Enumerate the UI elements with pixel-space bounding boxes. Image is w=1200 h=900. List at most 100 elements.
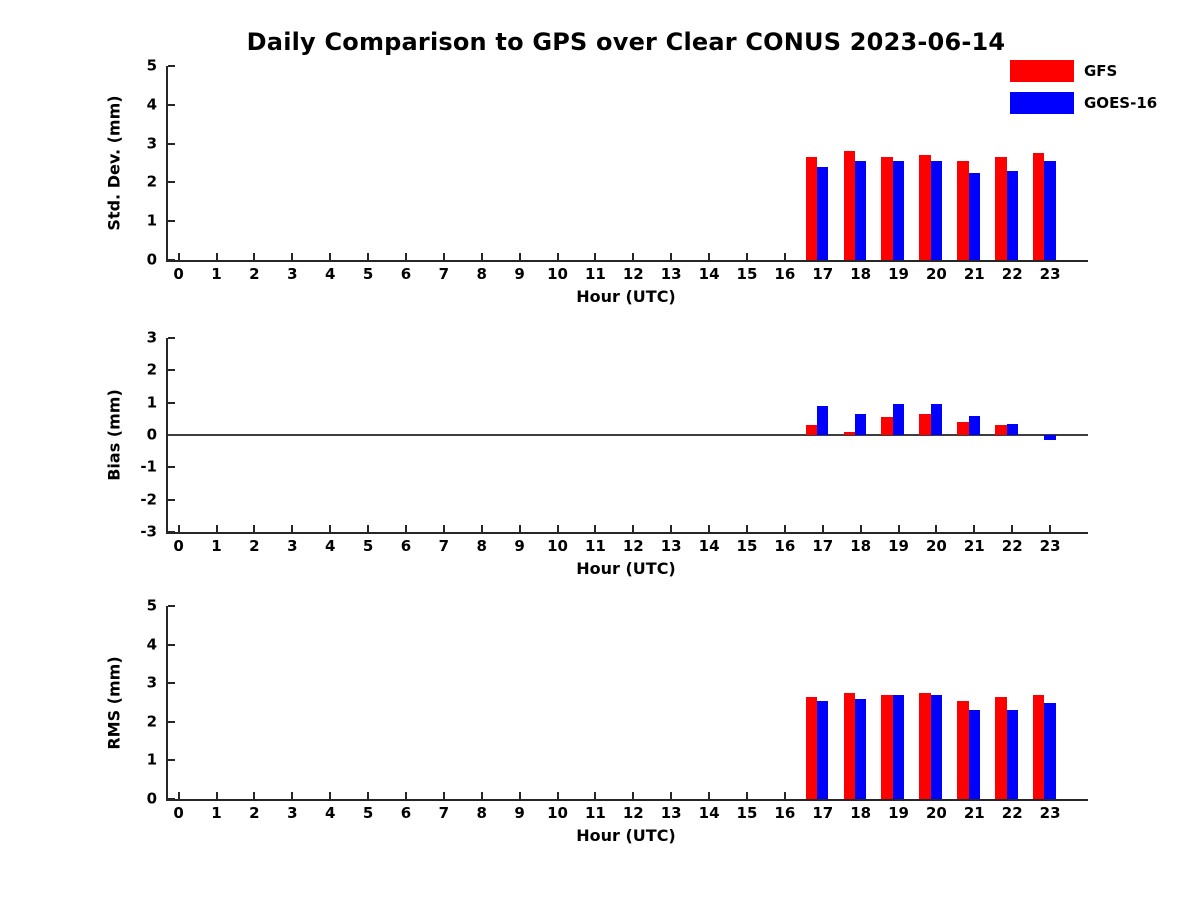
bar-goes-16-hour-23	[1044, 702, 1056, 799]
x-tick-mark	[177, 525, 180, 532]
x-tick-mark	[329, 253, 332, 260]
x-tick-mark	[594, 525, 597, 532]
x-tick-mark	[177, 792, 180, 799]
x-tick-mark	[329, 792, 332, 799]
bar-gfs-hour-22	[995, 157, 1007, 260]
x-tick-mark	[480, 525, 483, 532]
x-tick-label: 11	[584, 265, 606, 283]
x-tick-label: 12	[622, 265, 644, 283]
y-tick-label: 2	[146, 172, 157, 191]
x-tick-label: 5	[362, 537, 374, 555]
subplot-bias: Bias (mm) 0 1 2 3 4 5 6 7 8 9 10 11 12 13 14 15 16 17 18 19…	[105, 330, 1088, 578]
x-tick-mark	[404, 525, 407, 532]
x-axis-label: Hour (UTC)	[576, 826, 676, 845]
y-tick-label: 3	[146, 673, 157, 692]
x-tick-mark	[442, 253, 445, 260]
x-tick-label: 12	[622, 804, 644, 822]
bar-goes-16-hour-23	[1044, 435, 1056, 440]
x-tick-label: 15	[736, 537, 758, 555]
x-tick-mark	[215, 792, 218, 799]
x-tick-label: 1	[211, 804, 222, 822]
x-tick-label: 17	[812, 265, 834, 283]
bar-gfs-hour-18	[843, 151, 855, 260]
x-tick-mark	[253, 253, 256, 260]
y-tick-label: 1	[146, 393, 157, 412]
x-tick-mark	[480, 792, 483, 799]
x-tick-mark	[897, 525, 900, 532]
subplot-std-dev: Std. Dev. (mm) 0 1 2 3 4 5 6 7 8 9 10 11 12 13 14 15 16 1…	[105, 58, 1088, 306]
x-tick-mark	[745, 525, 748, 532]
x-tick-mark	[442, 525, 445, 532]
y-tick-mark	[168, 65, 175, 67]
x-tick-label: 1	[211, 265, 222, 283]
x-tick-mark	[518, 792, 521, 799]
legend-swatch-gfs	[1010, 60, 1074, 82]
x-tick-label: 5	[362, 265, 374, 283]
plot-area: 0 1 2 3 4 5 6 7 8 9 10 11 12 13 14 15 16 17 18 19 20 21 22 23 -3…	[140, 330, 1088, 554]
bar-goes-16-hour-19	[892, 404, 905, 435]
y-tick-mark	[168, 401, 175, 404]
x-tick-mark	[670, 525, 673, 532]
x-tick-label: 0	[173, 537, 184, 555]
x-tick-mark	[935, 525, 938, 532]
y-tick-label: -1	[140, 457, 157, 476]
x-tick-label: 3	[287, 265, 298, 283]
x-tick-mark	[632, 792, 635, 799]
x-tick-mark	[594, 253, 597, 260]
x-tick-label: 13	[660, 804, 682, 822]
x-tick-mark	[291, 525, 294, 532]
bar-gfs-hour-20	[919, 692, 931, 799]
y-tick-label: -3	[140, 522, 157, 541]
x-tick-mark	[594, 792, 597, 799]
x-tick-mark	[291, 792, 294, 799]
x-tick-label: 7	[438, 265, 450, 283]
bar-gfs-hour-19	[881, 157, 893, 260]
y-tick-label: 4	[146, 95, 157, 114]
x-tick-label: 23	[1039, 804, 1061, 822]
x-tick-mark	[253, 792, 256, 799]
bar-goes-16-hour-21	[968, 710, 980, 799]
x-tick-mark	[670, 792, 673, 799]
x-tick-label: 17	[812, 537, 834, 555]
x-tick-mark	[556, 253, 559, 260]
x-tick-label: 2	[249, 265, 260, 283]
x-tick-mark	[215, 525, 218, 532]
x-tick-label: 14	[698, 537, 720, 555]
x-tick-mark	[442, 792, 445, 799]
x-tick-mark	[632, 253, 635, 260]
bar-gfs-hour-17	[805, 157, 818, 260]
x-tick-label: 10	[547, 537, 568, 555]
legend-item-goes16: GOES-16	[1010, 92, 1157, 114]
y-tick-mark	[168, 531, 175, 533]
bar-gfs-hour-19	[881, 694, 893, 799]
x-tick-mark	[1011, 525, 1014, 532]
bar-goes-16-hour-20	[930, 161, 943, 260]
x-tick-label: 4	[324, 537, 336, 555]
x-tick-label: 8	[476, 804, 487, 822]
chart-title: Daily Comparison to GPS over Clear CONUS…	[246, 28, 1006, 56]
y-tick-mark	[168, 720, 175, 723]
x-tick-label: 20	[925, 537, 947, 555]
y-axis-label: RMS (mm)	[104, 655, 124, 750]
y-tick-label: -2	[140, 490, 157, 509]
bar-goes-16-hour-17	[817, 166, 829, 260]
x-tick-mark	[745, 792, 748, 799]
x-tick-label: 13	[660, 537, 682, 555]
x-tick-label: 14	[698, 804, 720, 822]
x-tick-label: 8	[476, 265, 487, 283]
y-tick-mark	[168, 498, 175, 501]
x-tick-mark	[708, 253, 711, 260]
x-tick-mark	[708, 792, 711, 799]
y-tick-mark	[168, 759, 175, 762]
x-tick-label: 0	[173, 804, 184, 822]
x-tick-label: 18	[850, 804, 872, 822]
x-tick-mark	[1049, 525, 1052, 532]
x-tick-mark	[480, 253, 483, 260]
x-tick-label: 2	[249, 537, 260, 555]
x-tick-mark	[670, 253, 673, 260]
bar-goes-16-hour-19	[892, 694, 905, 799]
y-tick-label: 1	[146, 211, 157, 230]
x-tick-label: 21	[963, 537, 985, 555]
x-tick-mark	[632, 525, 635, 532]
bar-goes-16-hour-21	[968, 172, 980, 260]
